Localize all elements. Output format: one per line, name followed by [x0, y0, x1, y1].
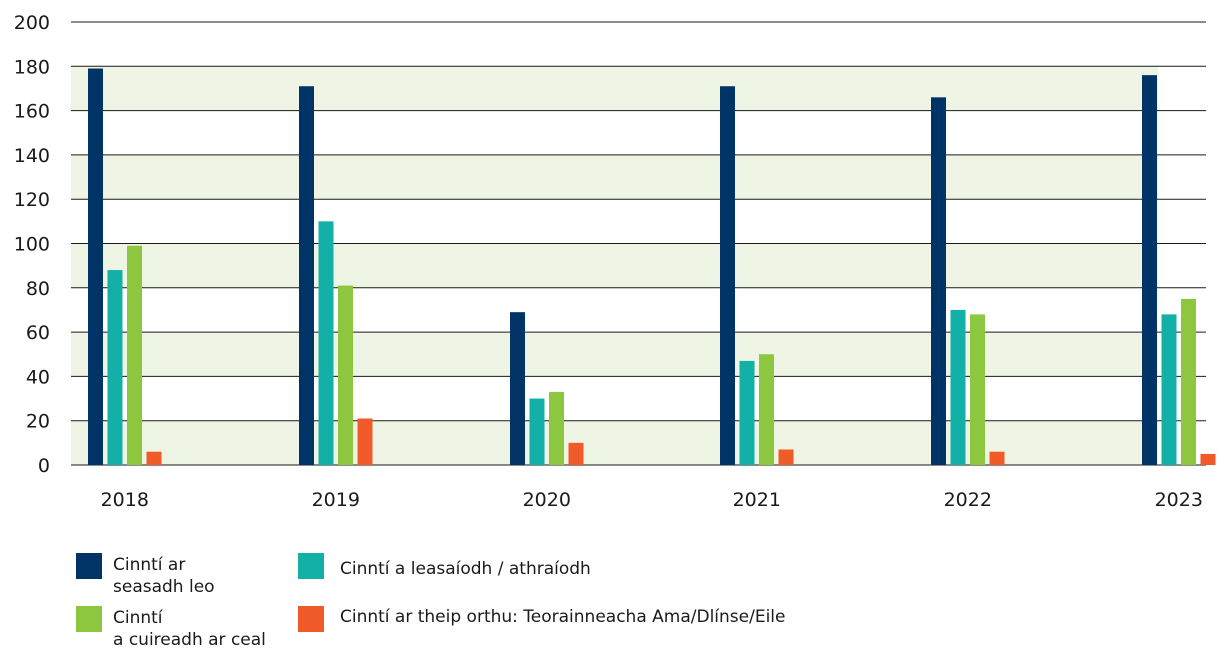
y-tick-label: 140 — [14, 145, 50, 167]
bar-cancelled-2023 — [1181, 298, 1196, 465]
bar-amended-2020 — [529, 398, 545, 465]
y-tick-label: 120 — [14, 189, 50, 211]
y-tick-label: 20 — [26, 411, 50, 433]
y-tick-label: 40 — [26, 366, 50, 388]
legend-label-upheld: Cinntí ar seasadh leo — [113, 555, 215, 597]
x-tick-label: 2018 — [101, 489, 149, 511]
bar-upheld-2021 — [720, 86, 735, 466]
background-band — [71, 332, 1158, 377]
y-tick-label: 60 — [26, 322, 50, 344]
legend-swatch-failed — [298, 606, 324, 632]
x-tick-label: 2019 — [312, 489, 360, 511]
background-bands — [71, 66, 1158, 465]
legend-item-upheld: Cinntí ar seasadh leo — [76, 553, 215, 598]
legend-swatch-amended — [298, 553, 324, 579]
y-tick-label: 200 — [14, 12, 50, 34]
bar-failed-2019 — [357, 418, 373, 465]
bar-cancelled-2019 — [338, 285, 353, 465]
x-tick-label: 2022 — [944, 489, 992, 511]
legend-label-amended: Cinntí a leasaíodh / athraíodh — [340, 559, 591, 579]
legend-swatch-upheld — [76, 553, 102, 579]
bar-amended-2019 — [318, 221, 334, 465]
bar-failed-2023 — [1200, 453, 1216, 465]
bar-cancelled-2021 — [759, 354, 774, 465]
y-tick-label: 160 — [14, 101, 50, 123]
background-band — [71, 243, 1158, 288]
bar-cancelled-2018 — [127, 245, 142, 465]
gridlines — [71, 21, 1206, 466]
x-tick-label: 2021 — [733, 489, 781, 511]
bar-amended-2023 — [1161, 314, 1177, 465]
legend-swatch-cancelled — [76, 606, 102, 632]
bar-cancelled-2022 — [970, 314, 985, 465]
legend-item-failed: Cinntí ar theip orthu: Teorainneacha Ama… — [298, 606, 786, 632]
legend-label-failed: Cinntí ar theip orthu: Teorainneacha Ama… — [340, 607, 786, 627]
background-band — [71, 66, 1158, 111]
y-tick-label: 180 — [14, 56, 50, 78]
legend-label-cancelled: Cinntí a cuireadh ar ceal — [113, 608, 266, 650]
legend-item-amended: Cinntí a leasaíodh / athraíodh — [298, 553, 591, 580]
y-tick-label: 100 — [14, 234, 50, 256]
bar-failed-2018 — [146, 451, 162, 465]
bar-upheld-2020 — [510, 312, 525, 465]
x-tick-label: 2020 — [523, 489, 571, 511]
bar-amended-2021 — [739, 360, 755, 465]
bars — [88, 68, 1216, 466]
y-tick-label: 80 — [26, 278, 50, 300]
bar-upheld-2022 — [931, 97, 946, 465]
x-axis-ticks: 2018 2019 2020 2021 2022 2023 — [101, 489, 1203, 511]
y-axis-ticks: 0 20 40 60 80 100 120 140 160 180 200 — [14, 12, 50, 477]
y-tick-label: 0 — [38, 455, 50, 477]
bar-amended-2022 — [950, 309, 966, 465]
bar-failed-2020 — [568, 442, 584, 465]
bar-failed-2022 — [989, 451, 1005, 465]
bar-failed-2021 — [778, 449, 794, 465]
x-tick-label: 2023 — [1155, 489, 1203, 511]
bar-upheld-2023 — [1142, 75, 1157, 465]
bar-amended-2018 — [107, 270, 123, 465]
background-band — [71, 154, 1158, 200]
bar-cancelled-2020 — [549, 391, 564, 465]
bar-upheld-2018 — [88, 68, 103, 465]
bar-upheld-2019 — [299, 86, 314, 466]
legend-item-cancelled: Cinntí a cuireadh ar ceal — [76, 606, 266, 651]
